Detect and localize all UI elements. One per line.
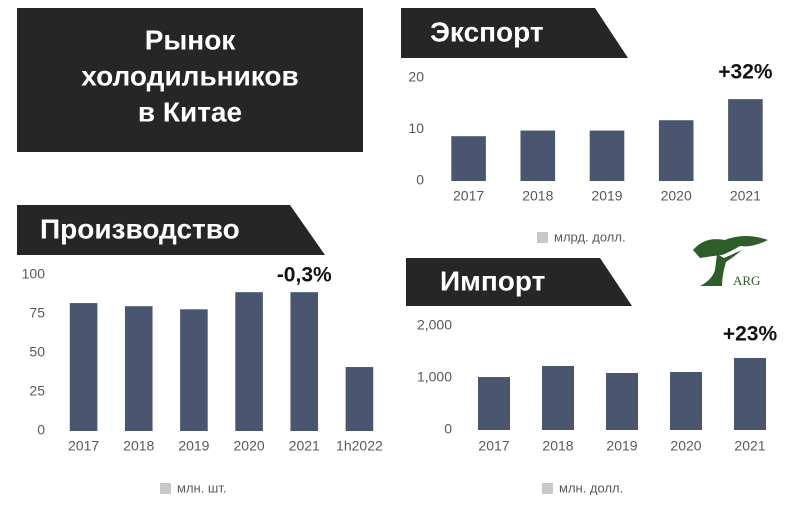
bar	[124, 306, 153, 431]
x-tick-label: 2017	[478, 438, 509, 454]
y-tick-label: 0	[37, 422, 45, 438]
y-tick-label: 25	[29, 383, 45, 399]
bar	[728, 99, 763, 181]
y-tick-label: 1,000	[417, 369, 452, 385]
logo-text: ARG	[733, 273, 760, 288]
bar	[542, 365, 574, 430]
bar	[345, 367, 374, 431]
x-tick-label: 2017	[453, 188, 484, 204]
bar	[180, 309, 208, 431]
logo: ARG	[693, 236, 768, 288]
y-tick-label: 10	[408, 120, 424, 136]
bar	[606, 373, 638, 430]
bar	[69, 303, 98, 431]
bar	[451, 136, 486, 181]
bar	[589, 130, 625, 181]
y-tick-label: 100	[22, 266, 46, 282]
y-tick-label: 75	[29, 305, 45, 321]
x-tick-label: 2018	[542, 438, 573, 454]
bar	[658, 120, 694, 181]
legend-label: млн. долл.	[559, 480, 623, 495]
x-tick-label: 2020	[661, 188, 692, 204]
bar	[235, 292, 263, 431]
x-tick-label: 2020	[234, 438, 265, 454]
y-tick-label: 2,000	[417, 317, 452, 333]
annotation: +32%	[718, 61, 773, 84]
x-tick-label: 2021	[734, 438, 765, 454]
chart-title: Экспорт	[430, 16, 544, 47]
title-box	[17, 8, 363, 152]
y-tick-label: 20	[408, 69, 424, 85]
y-tick-label: 0	[444, 421, 452, 437]
title-line: Рынок	[145, 24, 237, 55]
chart-header	[17, 205, 325, 255]
legend-label: млн. шт.	[177, 480, 226, 495]
bar	[734, 357, 766, 430]
x-tick-label: 2019	[178, 438, 209, 454]
y-tick-label: 50	[29, 344, 45, 360]
chart-title: Производство	[40, 213, 240, 244]
chart-header	[401, 8, 628, 58]
x-tick-label: 2018	[522, 188, 553, 204]
bar	[520, 130, 556, 181]
legend-marker	[542, 483, 553, 494]
x-tick-label: 2021	[730, 188, 761, 204]
y-tick-label: 0	[416, 172, 424, 188]
x-tick-label: 2018	[123, 438, 154, 454]
bar	[290, 292, 319, 431]
chart-title: Импорт	[440, 265, 545, 296]
legend-marker	[160, 483, 171, 494]
bar	[670, 372, 702, 430]
x-tick-label: 2017	[68, 438, 99, 454]
legend-marker	[537, 232, 548, 243]
bar	[478, 377, 510, 430]
annotation: +23%	[723, 323, 778, 346]
chart-header	[406, 258, 632, 306]
x-tick-label: 2020	[670, 438, 701, 454]
x-tick-label: 1h2022	[336, 438, 383, 454]
annotation: -0,3%	[277, 264, 332, 287]
x-tick-label: 2021	[289, 438, 320, 454]
title-line: холодильников	[81, 60, 299, 91]
legend-label: млрд. долл.	[554, 229, 626, 244]
title-line: в Китае	[138, 96, 242, 127]
x-tick-label: 2019	[606, 438, 637, 454]
x-tick-label: 2019	[591, 188, 622, 204]
